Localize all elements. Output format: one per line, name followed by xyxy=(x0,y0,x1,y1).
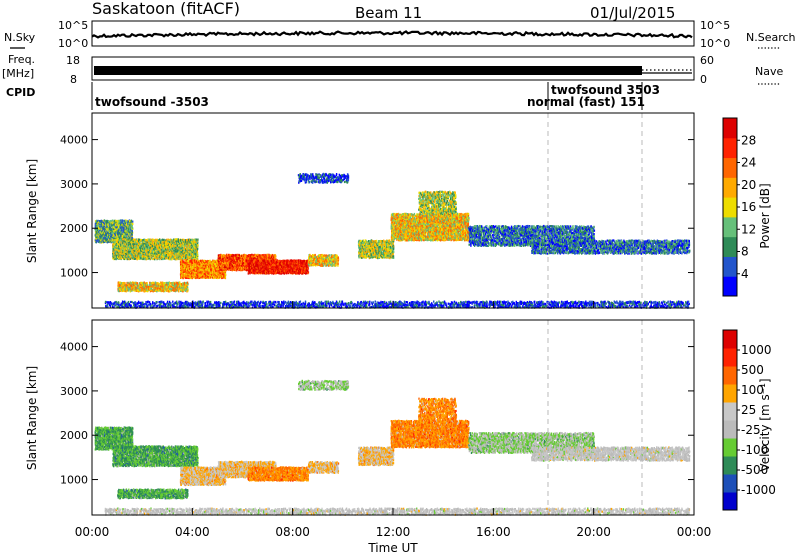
freq-trace xyxy=(94,66,642,75)
freq-unit-label: [MHz] xyxy=(2,67,34,80)
echo-cell xyxy=(111,220,112,222)
station-title: Saskatoon (fitACF) xyxy=(92,0,240,18)
echo-cell xyxy=(132,221,133,223)
nave-axis-top: 60 xyxy=(700,54,714,67)
nsky-label: N.Sky xyxy=(4,31,36,44)
nsearch-label: N.Search xyxy=(746,31,796,44)
power-heatmap xyxy=(95,173,691,309)
cpid-text-3: normal (fast) 151 xyxy=(527,95,645,109)
echo-cell xyxy=(118,231,119,233)
echo-cell xyxy=(97,225,98,227)
freq-label: Freq. xyxy=(8,53,35,66)
nsearch-axis-bottom: 10^0 xyxy=(700,37,730,50)
beam-title: Beam 11 xyxy=(355,4,422,22)
echo-cell xyxy=(119,220,120,222)
echo-cell xyxy=(112,239,113,241)
echo-cell xyxy=(111,230,112,232)
echo-cell xyxy=(132,227,133,229)
echo-cell xyxy=(108,220,109,222)
date-title: 01/Jul/2015 xyxy=(590,4,675,22)
nsearch-axis-top: 10^5 xyxy=(700,19,730,32)
nave-label: Nave xyxy=(755,65,783,78)
nsky-axis-bottom: 10^0 xyxy=(58,37,88,50)
echo-cell xyxy=(122,238,123,240)
cpid-label: CPID xyxy=(6,86,35,99)
freq-axis-bottom: 8 xyxy=(70,73,77,86)
rti-plot: Saskatoon (fitACF) Beam 11 01/Jul/2015 N… xyxy=(0,0,800,554)
freq-axis-top: 18 xyxy=(66,54,80,67)
echo-cell xyxy=(122,219,123,221)
echo-cell xyxy=(117,220,118,222)
nsky-axis-top: 10^5 xyxy=(58,19,88,32)
echo-cell xyxy=(131,220,132,222)
cpid-text-1: twofsound -3503 xyxy=(95,95,209,109)
echo-cell xyxy=(130,243,131,245)
echo-cell xyxy=(132,230,133,232)
echo-cell xyxy=(132,223,133,225)
nave-axis-bottom: 0 xyxy=(700,73,707,86)
nsky-trace xyxy=(92,32,692,38)
